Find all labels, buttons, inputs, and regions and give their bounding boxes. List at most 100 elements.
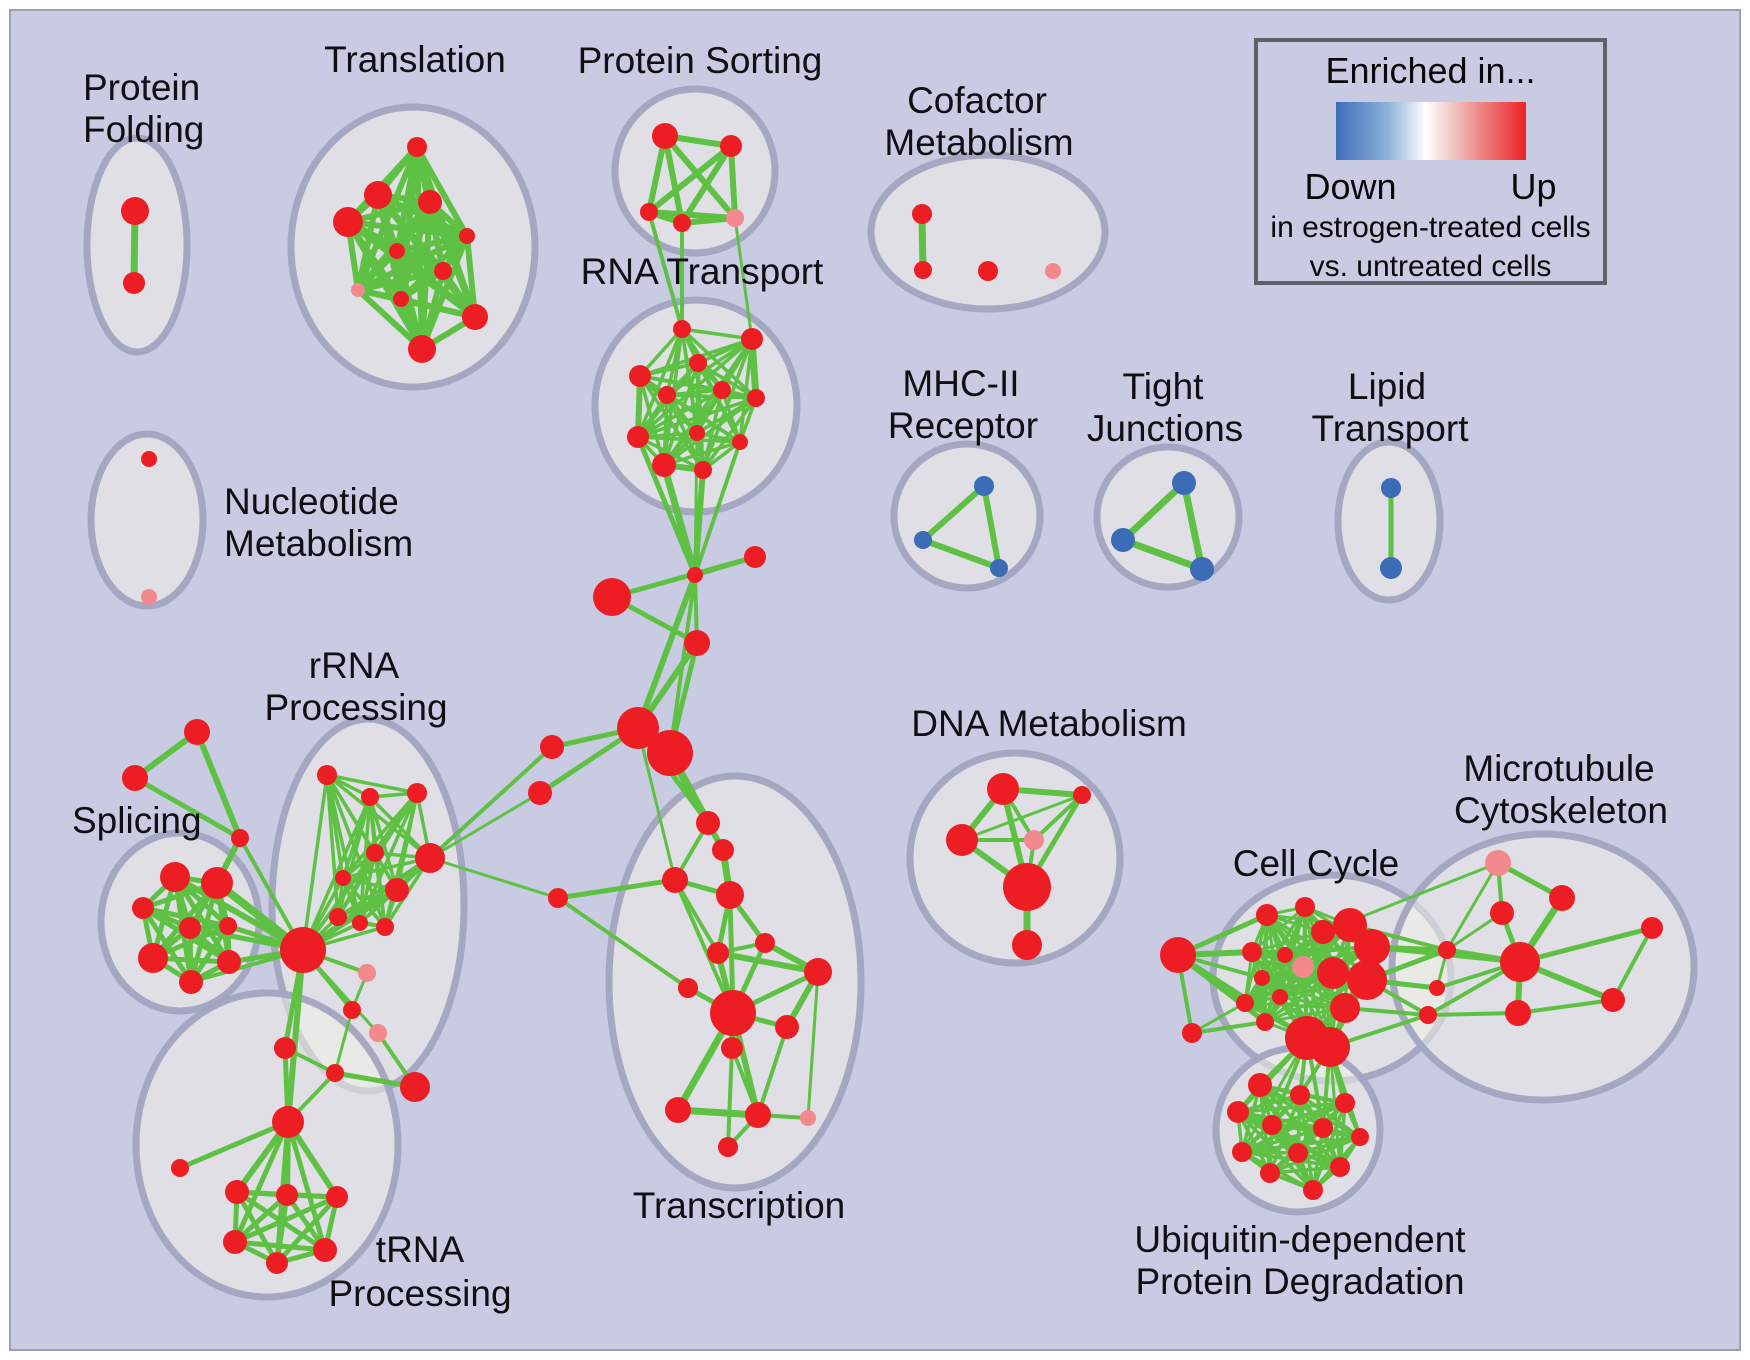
- geneset-node-red: [804, 958, 832, 986]
- edge: [383, 792, 419, 928]
- edge: [429, 791, 541, 860]
- geneset-node-red: [1335, 1093, 1355, 1113]
- edge: [1269, 1165, 1341, 1175]
- cluster-label-protein_folding: Protein: [83, 67, 200, 108]
- geneset-node-red: [122, 765, 148, 791]
- geneset-node-red: [689, 425, 705, 441]
- geneset-node-red: [1313, 1118, 1333, 1138]
- geneset-node-red: [418, 190, 442, 214]
- cluster-label-rrna_processing: rRNA: [309, 645, 400, 686]
- geneset-node-red: [548, 888, 568, 908]
- edge: [1243, 930, 1325, 1005]
- geneset-node-pink: [1485, 850, 1511, 876]
- edge: [557, 877, 676, 901]
- geneset-node-red: [1295, 897, 1315, 917]
- geneset-node-red: [1272, 989, 1288, 1005]
- edge: [663, 440, 741, 467]
- edge: [464, 235, 478, 318]
- edge: [662, 134, 738, 220]
- geneset-node-red: [647, 730, 693, 776]
- geneset-node-red: [184, 719, 210, 745]
- edge: [1237, 1101, 1346, 1114]
- cluster-microtubule: [1388, 830, 1698, 1104]
- geneset-node-red: [673, 214, 691, 232]
- edge: [1263, 931, 1325, 1023]
- geneset-node-red: [280, 927, 326, 973]
- edge: [693, 432, 699, 576]
- geneset-node-red: [694, 461, 712, 479]
- cluster-label-cofactor_metabolism: Cofactor: [907, 80, 1047, 121]
- geneset-node-red: [1256, 904, 1278, 926]
- geneset-node-red: [1490, 901, 1514, 925]
- edge: [232, 1120, 291, 1244]
- geneset-node-red: [640, 203, 658, 221]
- edge: [395, 248, 477, 320]
- geneset-node-red: [1419, 1006, 1437, 1024]
- geneset-node-red: [160, 862, 190, 892]
- geneset-node-red: [317, 765, 337, 785]
- cluster-label-mhc_receptor: Receptor: [888, 405, 1038, 446]
- geneset-node-red: [366, 844, 384, 862]
- geneset-node-blue: [914, 531, 932, 549]
- geneset-node-red: [326, 1186, 348, 1208]
- geneset-node-red: [415, 843, 445, 873]
- cluster-tight_junctions: [1093, 443, 1243, 591]
- geneset-node-pink: [726, 209, 744, 227]
- geneset-node-red: [132, 897, 154, 919]
- geneset-node-red: [732, 434, 748, 450]
- edge: [233, 1194, 339, 1245]
- geneset-node-red: [718, 1137, 738, 1157]
- edge: [133, 775, 242, 841]
- geneset-node-pink: [358, 964, 376, 982]
- geneset-node-red: [376, 918, 394, 936]
- geneset-node-red: [1248, 1073, 1272, 1097]
- edge: [756, 1026, 789, 1116]
- legend-subtitle-line2: vs. untreated cells: [1309, 250, 1552, 283]
- edge: [355, 287, 425, 352]
- legend-down-label: Down: [1304, 166, 1397, 207]
- geneset-node-red: [1012, 930, 1042, 960]
- edge: [285, 949, 306, 1123]
- edge: [806, 971, 820, 1119]
- geneset-node-red: [712, 839, 734, 861]
- edge: [611, 554, 756, 600]
- edge: [1121, 536, 1204, 573]
- cluster-label-rna_transport: RNA Transport: [581, 251, 824, 292]
- geneset-node-red: [987, 773, 1019, 805]
- geneset-node-blue: [990, 559, 1008, 577]
- geneset-node-red: [1290, 1085, 1310, 1105]
- edge: [1328, 1046, 1342, 1168]
- edge: [726, 1047, 734, 1148]
- geneset-node-red: [629, 365, 651, 387]
- geneset-node-red: [662, 867, 688, 893]
- geneset-node-red: [687, 567, 703, 583]
- edge: [717, 950, 819, 975]
- cluster-mhc_receptor: [890, 440, 1044, 592]
- geneset-node-red: [179, 917, 201, 939]
- edge: [921, 483, 986, 543]
- geneset-node-red: [217, 950, 241, 974]
- edge: [173, 874, 305, 953]
- geneset-node-red: [407, 783, 427, 803]
- edge: [325, 774, 362, 924]
- geneset-node-red: [978, 261, 998, 281]
- cluster-label-microtubule: Microtubule: [1463, 748, 1654, 789]
- geneset-node-red: [326, 1064, 344, 1082]
- nodes: [121, 123, 1663, 1274]
- edge: [733, 217, 754, 340]
- edge: [194, 730, 243, 840]
- geneset-node-red: [1260, 1163, 1280, 1183]
- geneset-node-red: [1429, 980, 1445, 996]
- cluster-label-tight_junctions: Tight: [1123, 366, 1205, 407]
- edge: [1032, 793, 1084, 842]
- edge: [234, 1239, 326, 1253]
- edge: [142, 905, 229, 929]
- geneset-node-red: [1505, 1000, 1531, 1026]
- geneset-node-red: [721, 1037, 743, 1059]
- geneset-node-pink: [1045, 263, 1061, 279]
- geneset-node-red: [540, 735, 564, 759]
- edge: [179, 1119, 289, 1171]
- edge: [662, 135, 685, 224]
- geneset-node-red: [1641, 917, 1663, 939]
